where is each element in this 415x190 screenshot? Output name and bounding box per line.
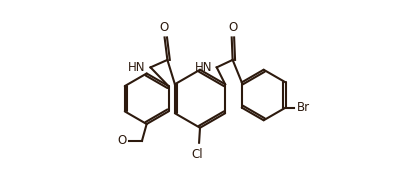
Text: HN: HN: [128, 61, 145, 74]
Text: HN: HN: [195, 61, 212, 74]
Text: Cl: Cl: [191, 148, 203, 161]
Text: O: O: [159, 21, 168, 34]
Text: Br: Br: [297, 101, 310, 114]
Text: O: O: [228, 21, 237, 34]
Text: O: O: [118, 134, 127, 147]
